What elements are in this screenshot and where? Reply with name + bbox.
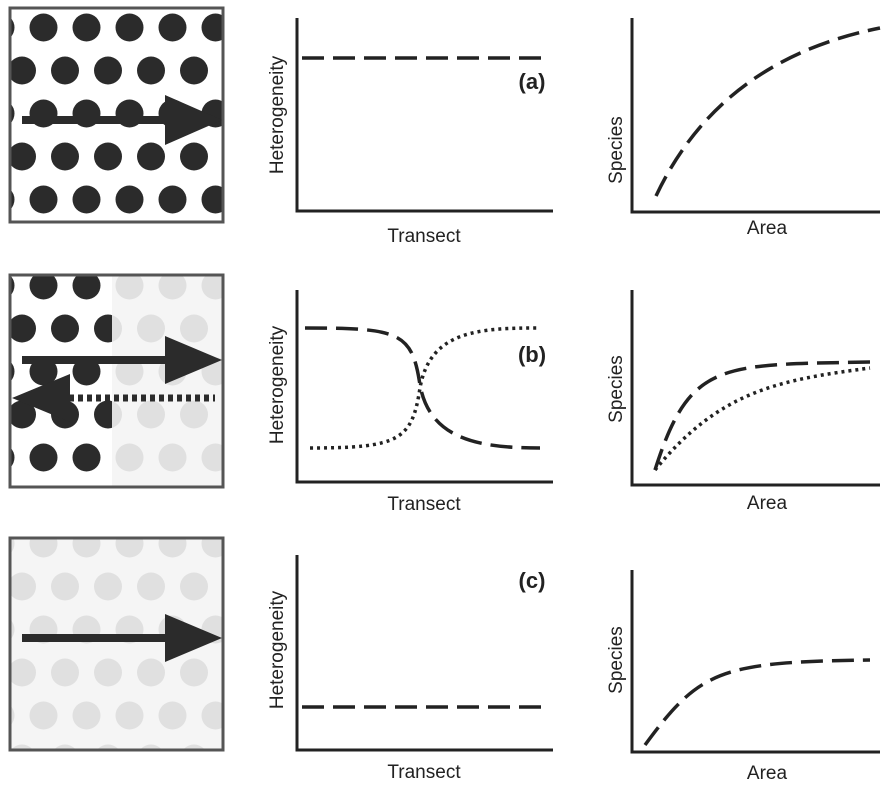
panel-label: (b): [518, 342, 546, 367]
row-b: (b) Heterogeneity Transect Species Area: [10, 275, 880, 515]
axes: [297, 18, 553, 211]
x-label: Transect: [387, 226, 461, 247]
y-label: Heterogeneity: [267, 55, 288, 174]
axes: [632, 18, 880, 212]
heterogeneity-curve: [305, 328, 540, 448]
species-curve: [656, 28, 880, 196]
y-label: Heterogeneity: [267, 590, 288, 709]
heterogeneity-curve: [310, 328, 540, 448]
x-label: Transect: [387, 762, 461, 783]
x-label: Area: [747, 493, 788, 514]
y-label: Species: [606, 116, 627, 184]
y-label: Heterogeneity: [267, 325, 288, 444]
species-curve: [655, 362, 870, 470]
panel-label: (c): [519, 568, 546, 593]
figure: (a) Heterogeneity Transect Species Area …: [0, 0, 889, 787]
axes: [297, 555, 553, 750]
axes: [297, 290, 553, 482]
species-curve: [655, 368, 870, 470]
axes: [632, 290, 880, 485]
y-label: Species: [606, 355, 627, 423]
y-label: Species: [606, 626, 627, 694]
row-c: (c) Heterogeneity Transect Species Area: [10, 538, 880, 784]
species-curve: [645, 660, 870, 745]
x-label: Transect: [387, 494, 461, 515]
x-label: Area: [747, 763, 788, 784]
panel-label: (a): [519, 69, 546, 94]
x-label: Area: [747, 218, 788, 239]
row-a: (a) Heterogeneity Transect Species Area: [10, 8, 880, 247]
